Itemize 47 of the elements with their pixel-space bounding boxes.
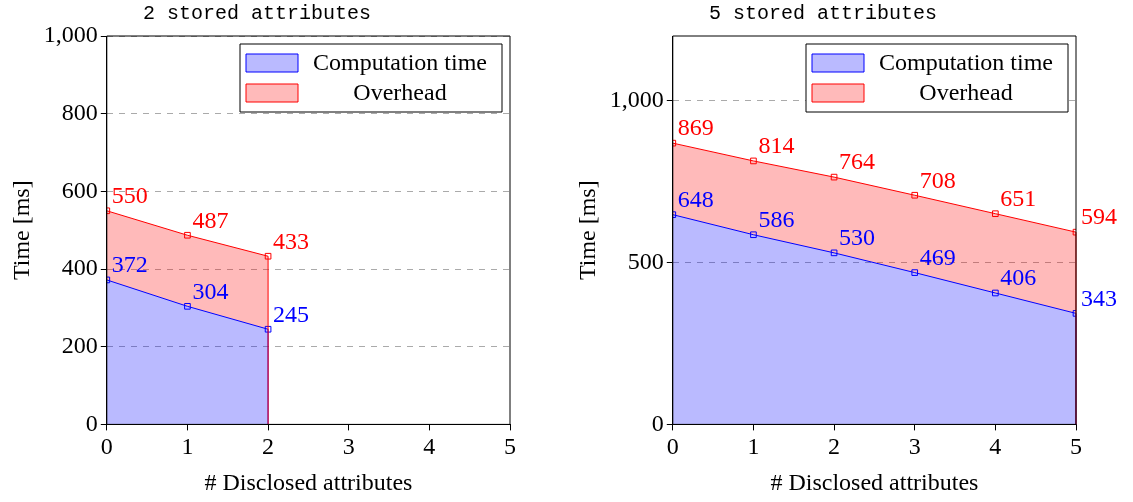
y-tick-label: 500 — [627, 247, 664, 274]
data-label: 433 — [273, 227, 310, 254]
x-tick-label: 3 — [908, 433, 921, 460]
y-tick-label: 400 — [61, 254, 98, 281]
y-tick-label: 0 — [651, 409, 664, 436]
data-label: 586 — [758, 206, 795, 233]
x-tick-label: 1 — [181, 433, 194, 460]
x-tick-label: 4 — [989, 433, 1002, 460]
legend-label: Computation time — [313, 49, 487, 76]
data-label: 406 — [1000, 264, 1037, 291]
legend-label: Computation time — [879, 49, 1053, 76]
x-tick-label: 5 — [504, 433, 516, 460]
data-label: 708 — [919, 166, 956, 193]
chart-title: 5 stored attributes — [708, 2, 938, 26]
data-label: 869 — [677, 114, 714, 141]
data-label: 764 — [839, 148, 876, 175]
data-label: 648 — [677, 185, 714, 212]
legend-label: Overhead — [919, 79, 1013, 106]
data-label: 814 — [758, 132, 795, 159]
data-label: 594 — [1081, 203, 1117, 230]
x-tick-label: 2 — [828, 433, 841, 460]
data-label: 304 — [192, 277, 229, 304]
y-axis-title: Time [ms] — [573, 180, 600, 281]
legend-label: Overhead — [353, 79, 447, 106]
y-tick-label: 1,000 — [43, 21, 98, 48]
data-label: 651 — [1000, 184, 1037, 211]
y-axis-title: Time [ms] — [7, 180, 34, 281]
y-tick-label: 600 — [61, 176, 98, 203]
data-label: 245 — [273, 300, 310, 327]
x-axis-title: # Disclosed attributes — [204, 468, 413, 495]
data-label: 372 — [111, 251, 148, 278]
data-label: 530 — [839, 224, 876, 251]
x-tick-label: 5 — [1070, 433, 1082, 460]
x-tick-label: 2 — [262, 433, 275, 460]
x-tick-label: 1 — [747, 433, 760, 460]
x-axis-title: # Disclosed attributes — [770, 468, 979, 495]
data-label: 343 — [1081, 284, 1117, 311]
y-tick-label: 1,000 — [609, 86, 664, 113]
data-label: 469 — [919, 243, 956, 270]
y-tick-label: 800 — [61, 98, 98, 125]
data-label: 487 — [192, 206, 229, 233]
y-tick-label: 200 — [61, 332, 98, 359]
x-tick-label: 3 — [342, 433, 355, 460]
data-label: 550 — [111, 182, 148, 209]
chart-title: 2 stored attributes — [142, 2, 372, 26]
x-tick-label: 4 — [423, 433, 436, 460]
y-tick-label: 0 — [85, 409, 98, 436]
